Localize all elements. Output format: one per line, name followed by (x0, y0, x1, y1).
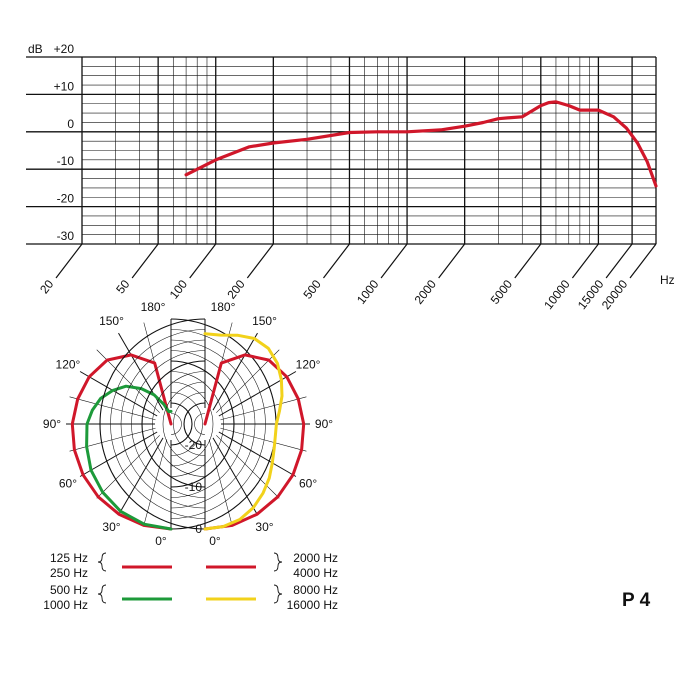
legend-label: 8000 Hz (293, 583, 338, 597)
legend-label: 125 Hz (50, 551, 88, 565)
polar-angle-label: 180° (141, 300, 166, 314)
y-tick-label: -10 (57, 154, 75, 168)
x-tick-leader (322, 243, 350, 279)
legend-brace (97, 584, 107, 604)
polar-ring (183, 402, 206, 446)
legend-label: 16000 Hz (287, 598, 338, 612)
x-tick-leader (189, 243, 217, 279)
legend-label: 500 Hz (50, 583, 88, 597)
legend-label: 250 Hz (50, 566, 88, 580)
polar-ring (194, 413, 206, 435)
x-tick-label: 500 (300, 277, 324, 302)
x-tick-leader (131, 243, 159, 279)
y-tick-label: 0 (67, 117, 74, 131)
polar-ring (99, 318, 206, 530)
polar-spoke (212, 437, 258, 516)
legend-label: 2000 Hz (293, 551, 338, 565)
polar-angle-label: 150° (99, 314, 124, 328)
polar-angle-label: 180° (211, 300, 236, 314)
polar-spoke (218, 371, 297, 417)
polar-spoke (118, 437, 164, 516)
polar-right-half: 0° 30° 60° 90° 120° 150° 180° (99, 300, 333, 548)
legend-label: 4000 Hz (293, 566, 338, 580)
model-label: P 4 (622, 590, 651, 611)
polar-ring (170, 392, 203, 456)
polar-ring (162, 381, 206, 467)
y-tick-label: -20 (57, 192, 75, 206)
polar-spoke (208, 439, 233, 526)
polar-ring (141, 360, 206, 488)
x-tick-leader (55, 243, 83, 279)
polar-spoke (69, 396, 156, 421)
legend-brace (97, 552, 107, 572)
polar-ring (170, 381, 214, 467)
polar-radial-label: -20 (185, 438, 203, 452)
polar-left-half: 0° 30° 60° 90° 120° 150° 180° (43, 300, 277, 548)
polar-angle-label: 120° (56, 358, 81, 372)
y-tick-label: -30 (57, 229, 75, 243)
y-tick-label: +20 (54, 42, 75, 56)
polar-ring (110, 329, 206, 519)
x-tick-label: 50 (113, 277, 132, 296)
polar-angle-label: 0° (209, 534, 221, 548)
y-unit-label: dB (28, 42, 43, 56)
polar-curve (203, 332, 284, 531)
polar-spoke (216, 435, 280, 499)
polar-spoke (96, 435, 160, 499)
x-tick-leader (605, 243, 633, 279)
polar-angle-label: 60° (299, 477, 317, 491)
x-tick-label: 10000 (541, 277, 573, 312)
polar-ring (131, 350, 206, 498)
x-tick-leader (571, 243, 599, 279)
x-tick-leader (629, 243, 657, 279)
response-curve (184, 100, 658, 188)
x-tick-label: 2000 (412, 277, 440, 307)
polar-spoke (212, 332, 258, 411)
legend-brace (273, 552, 283, 572)
polar-spoke (218, 431, 297, 477)
polar-pattern-chart: 0° 30° 60° 90° 120° 150° 180° 0° 30° 60° 90° 120° 15… (43, 300, 333, 548)
polar-angle-label: 30° (255, 520, 273, 534)
polar-angle-label: 150° (252, 314, 277, 328)
polar-angle-label: 90° (315, 417, 333, 431)
polar-ring (120, 339, 206, 509)
legend-label: 1000 Hz (43, 598, 88, 612)
polar-curve (203, 353, 306, 531)
x-unit-label: Hz (660, 273, 675, 287)
polar-angle-label: 60° (59, 477, 77, 491)
x-tick-leader (438, 243, 466, 279)
x-tick-label: 1000 (354, 277, 382, 307)
x-tick-label: 20 (37, 277, 56, 296)
polar-angle-label: 120° (296, 358, 321, 372)
x-tick-label: 20000 (599, 277, 631, 312)
polar-ring (170, 413, 182, 435)
polar-angle-label: 0° (155, 534, 167, 548)
polar-angle-label: 30° (102, 520, 120, 534)
polar-curve (70, 353, 173, 531)
x-tick-label: 5000 (488, 277, 516, 307)
legend-brace (273, 584, 283, 604)
polar-ring (170, 402, 193, 446)
y-tick-label: +10 (54, 79, 75, 93)
x-tick-label: 100 (167, 277, 191, 302)
polar-ring (173, 392, 206, 456)
polar-radial-label: 0 (195, 522, 202, 536)
polar-angle-label: 90° (43, 417, 61, 431)
frequency-response-chart: +20 +10 0 -10 -20 -30 dB 20 50 100 200 500 1000 2000 5… (26, 42, 675, 312)
x-tick-leader (380, 243, 408, 279)
polar-spoke (220, 396, 307, 421)
x-tick-leader (246, 243, 274, 279)
polar-ring (152, 371, 206, 477)
polar-spoke (143, 439, 168, 526)
x-tick-label: 200 (224, 277, 248, 302)
polar-curve (85, 384, 173, 531)
polar-radial-label: -10 (185, 480, 203, 494)
x-tick-leader (514, 243, 542, 279)
polar-spoke (69, 427, 156, 452)
polar-spoke (220, 427, 307, 452)
